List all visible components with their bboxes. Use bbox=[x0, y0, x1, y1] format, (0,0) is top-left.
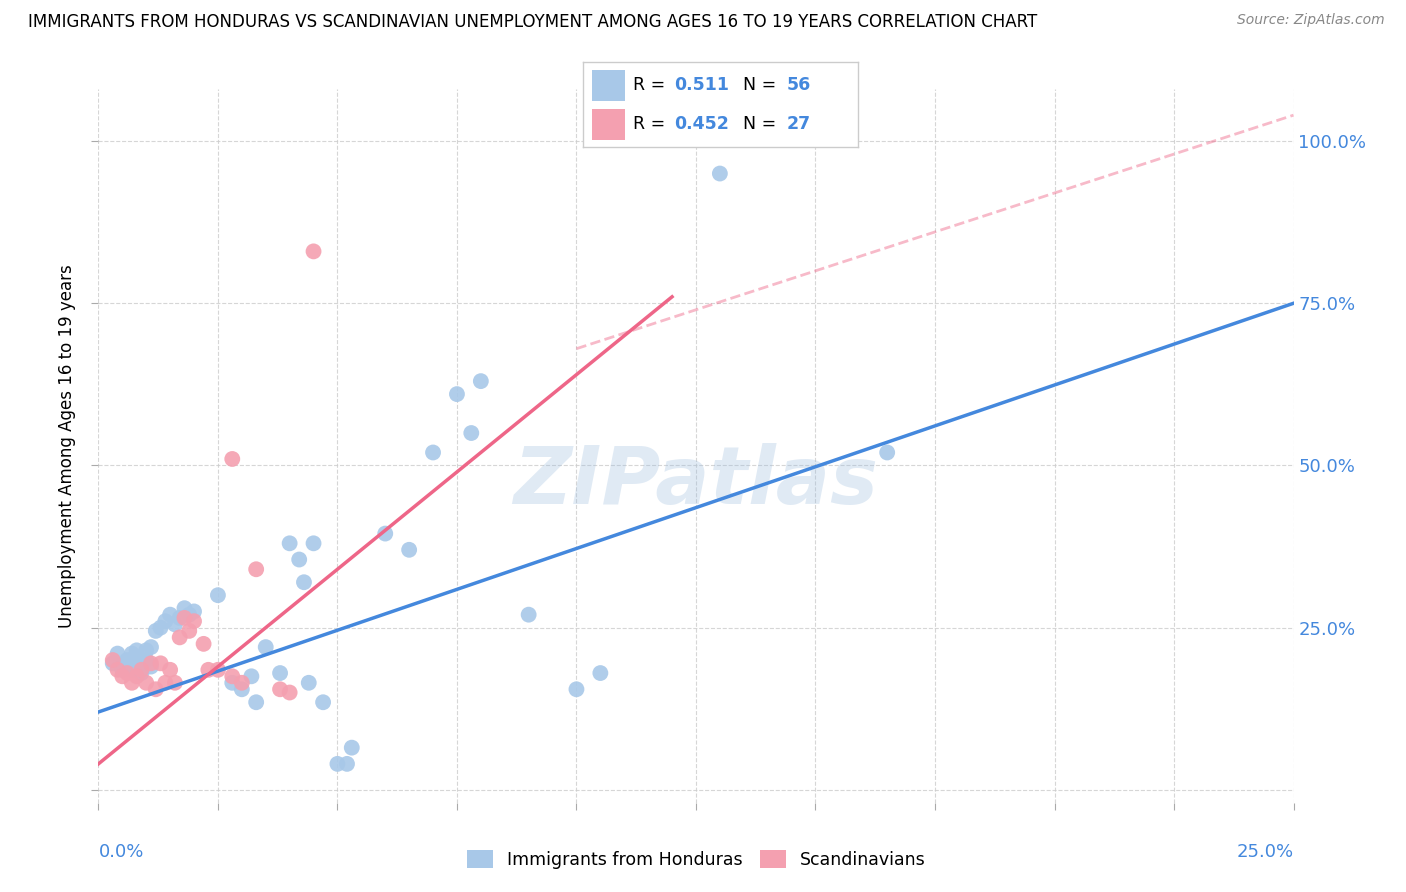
Point bbox=[155, 675, 177, 690]
Text: 0.0%: 0.0% bbox=[98, 843, 143, 861]
Point bbox=[517, 607, 540, 622]
Point bbox=[131, 663, 153, 677]
Point bbox=[121, 663, 143, 677]
Point bbox=[288, 552, 311, 566]
Point bbox=[460, 425, 482, 440]
Text: 56: 56 bbox=[786, 77, 811, 95]
Text: R =: R = bbox=[633, 115, 671, 133]
Point bbox=[240, 669, 263, 683]
Point bbox=[422, 445, 444, 459]
Point bbox=[145, 624, 167, 638]
Point bbox=[115, 666, 138, 681]
Point bbox=[107, 663, 129, 677]
Point bbox=[139, 657, 162, 671]
Point bbox=[231, 675, 253, 690]
Point bbox=[278, 536, 301, 550]
Text: N =: N = bbox=[742, 77, 782, 95]
Point bbox=[107, 647, 129, 661]
Point bbox=[139, 659, 162, 673]
Point bbox=[589, 666, 612, 681]
Point bbox=[269, 682, 291, 697]
Point bbox=[125, 653, 148, 667]
Point bbox=[111, 669, 134, 683]
Point bbox=[340, 740, 363, 755]
Text: 27: 27 bbox=[786, 115, 810, 133]
Point bbox=[149, 621, 172, 635]
Point bbox=[135, 643, 157, 657]
Point bbox=[221, 669, 243, 683]
Point bbox=[398, 542, 420, 557]
Point bbox=[135, 653, 157, 667]
Point bbox=[115, 657, 138, 671]
Point bbox=[159, 607, 181, 622]
Point bbox=[245, 562, 267, 576]
Point bbox=[173, 601, 195, 615]
Point bbox=[446, 387, 468, 401]
Point bbox=[139, 640, 162, 654]
Point bbox=[121, 647, 143, 661]
Point bbox=[179, 607, 201, 622]
Text: 0.511: 0.511 bbox=[673, 77, 728, 95]
Point bbox=[207, 663, 229, 677]
Point bbox=[179, 624, 201, 638]
Point bbox=[163, 617, 186, 632]
Text: IMMIGRANTS FROM HONDURAS VS SCANDINAVIAN UNEMPLOYMENT AMONG AGES 16 TO 19 YEARS : IMMIGRANTS FROM HONDURAS VS SCANDINAVIAN… bbox=[28, 13, 1038, 31]
Point bbox=[159, 663, 181, 677]
Text: N =: N = bbox=[742, 115, 782, 133]
Point bbox=[193, 637, 215, 651]
Point bbox=[101, 653, 124, 667]
Text: Source: ZipAtlas.com: Source: ZipAtlas.com bbox=[1237, 13, 1385, 28]
Point bbox=[131, 657, 153, 671]
Point bbox=[163, 675, 186, 690]
Point bbox=[115, 653, 138, 667]
Point bbox=[131, 666, 153, 681]
Point bbox=[145, 682, 167, 697]
Point bbox=[876, 445, 898, 459]
Point bbox=[565, 682, 588, 697]
Legend: Immigrants from Honduras, Scandinavians: Immigrants from Honduras, Scandinavians bbox=[460, 844, 932, 876]
Point bbox=[374, 526, 396, 541]
Point bbox=[709, 167, 731, 181]
Point bbox=[149, 657, 172, 671]
Point bbox=[155, 614, 177, 628]
Y-axis label: Unemployment Among Ages 16 to 19 years: Unemployment Among Ages 16 to 19 years bbox=[58, 264, 76, 628]
Point bbox=[169, 631, 191, 645]
Text: ZIPatlas: ZIPatlas bbox=[513, 442, 879, 521]
Text: R =: R = bbox=[633, 77, 671, 95]
FancyBboxPatch shape bbox=[592, 70, 624, 101]
Point bbox=[183, 604, 205, 618]
Point bbox=[326, 756, 349, 771]
Point bbox=[278, 685, 301, 699]
Point bbox=[298, 675, 321, 690]
Point bbox=[470, 374, 492, 388]
Point bbox=[336, 756, 359, 771]
FancyBboxPatch shape bbox=[592, 109, 624, 139]
Point bbox=[245, 695, 267, 709]
Point bbox=[135, 675, 157, 690]
Point bbox=[292, 575, 315, 590]
Point bbox=[183, 614, 205, 628]
Text: 0.452: 0.452 bbox=[673, 115, 728, 133]
Point bbox=[221, 675, 243, 690]
Point bbox=[121, 675, 143, 690]
Point bbox=[221, 452, 243, 467]
Point bbox=[231, 682, 253, 697]
Point bbox=[302, 536, 325, 550]
Point bbox=[111, 663, 134, 677]
Point bbox=[169, 611, 191, 625]
Point bbox=[101, 657, 124, 671]
Text: 25.0%: 25.0% bbox=[1236, 843, 1294, 861]
Point bbox=[125, 643, 148, 657]
Point bbox=[269, 666, 291, 681]
Point bbox=[111, 659, 134, 673]
Point bbox=[207, 588, 229, 602]
Point bbox=[173, 611, 195, 625]
Point bbox=[197, 663, 219, 677]
Point bbox=[302, 244, 325, 259]
Point bbox=[125, 669, 148, 683]
Point bbox=[254, 640, 277, 654]
Point bbox=[312, 695, 335, 709]
